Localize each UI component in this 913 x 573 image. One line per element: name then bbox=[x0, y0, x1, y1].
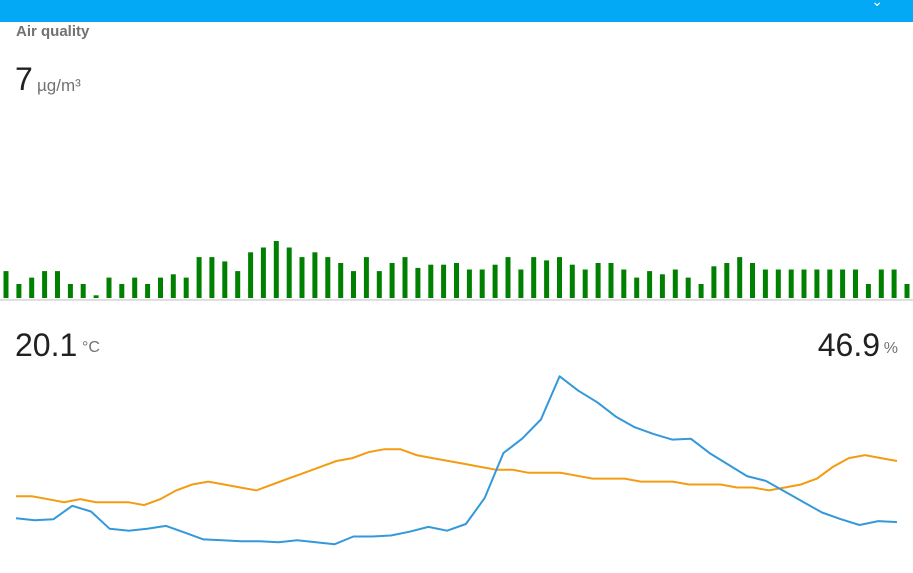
air-quality-bar bbox=[235, 271, 241, 298]
air-quality-bar bbox=[865, 284, 871, 298]
air-quality-bar bbox=[827, 269, 833, 298]
air-quality-bar bbox=[80, 284, 86, 298]
air-quality-bar bbox=[183, 277, 189, 298]
climate-card[interactable]: 20.1 °C 46.9 % bbox=[0, 300, 913, 573]
air-quality-bar bbox=[582, 269, 588, 298]
air-quality-bar bbox=[891, 269, 897, 298]
air-quality-bar bbox=[775, 269, 781, 298]
air-quality-bar bbox=[132, 277, 138, 298]
air-quality-bar bbox=[3, 271, 9, 298]
temperature-unit: °C bbox=[82, 339, 100, 356]
humidity-line bbox=[15, 375, 898, 546]
air-quality-bar bbox=[106, 277, 112, 298]
air-quality-bar bbox=[634, 277, 640, 298]
air-quality-bar bbox=[788, 269, 794, 298]
air-quality-unit: µg/m³ bbox=[37, 76, 81, 95]
air-quality-bar bbox=[119, 284, 125, 298]
air-quality-bar bbox=[158, 277, 163, 298]
air-quality-bar bbox=[569, 264, 575, 298]
air-quality-bar bbox=[145, 284, 151, 298]
air-quality-bar bbox=[55, 271, 60, 298]
air-quality-bar bbox=[351, 271, 356, 298]
air-quality-bar bbox=[312, 252, 318, 298]
chevron-down-icon[interactable]: ⌄ bbox=[871, 0, 883, 9]
air-quality-bar bbox=[325, 257, 331, 298]
air-quality-bar bbox=[762, 269, 768, 298]
air-quality-bar bbox=[415, 267, 421, 298]
air-quality-bar bbox=[338, 263, 344, 298]
temperature-value: 20.1 bbox=[15, 327, 78, 363]
air-quality-bar bbox=[608, 263, 614, 298]
air-quality-bar bbox=[840, 269, 846, 298]
air-quality-bar bbox=[93, 295, 99, 298]
air-quality-bar bbox=[698, 284, 704, 298]
air-quality-bar bbox=[904, 284, 910, 298]
air-quality-bar bbox=[672, 269, 678, 298]
air-quality-bar bbox=[389, 263, 395, 298]
climate-line-chart bbox=[15, 375, 898, 546]
air-quality-bar bbox=[814, 269, 820, 298]
air-quality-bar bbox=[466, 269, 472, 298]
air-quality-bar bbox=[531, 257, 537, 298]
air-quality-bar bbox=[286, 247, 292, 298]
air-quality-bar bbox=[42, 271, 48, 298]
air-quality-bar bbox=[248, 252, 254, 298]
air-quality-bar bbox=[595, 263, 601, 298]
air-quality-bar bbox=[659, 274, 665, 298]
air-quality-bar bbox=[492, 264, 498, 298]
air-quality-card[interactable]: Air quality 7 µg/m³ bbox=[0, 22, 913, 299]
air-quality-bar bbox=[801, 269, 807, 298]
air-quality-bar bbox=[260, 247, 266, 298]
air-quality-bar bbox=[724, 263, 730, 298]
air-quality-bar bbox=[878, 269, 884, 298]
air-quality-bar bbox=[853, 269, 858, 298]
air-quality-bar bbox=[273, 241, 279, 298]
air-quality-bar bbox=[647, 271, 653, 298]
top-app-bar: ⌄ bbox=[0, 0, 913, 22]
air-quality-bar bbox=[518, 269, 524, 298]
air-quality-value: 7 bbox=[15, 61, 33, 97]
air-quality-bar bbox=[170, 274, 176, 298]
air-quality-bar bbox=[363, 257, 369, 298]
air-quality-bar bbox=[29, 277, 35, 298]
air-quality-bar bbox=[299, 257, 305, 298]
air-quality-bar bbox=[402, 257, 408, 298]
air-quality-bar bbox=[441, 264, 447, 298]
air-quality-bar bbox=[428, 264, 434, 298]
air-quality-bar bbox=[222, 261, 228, 298]
air-quality-bar bbox=[750, 263, 755, 298]
air-quality-bar bbox=[621, 269, 627, 298]
air-quality-bar bbox=[479, 269, 485, 298]
humidity-value: 46.9 bbox=[817, 327, 880, 363]
temperature-line bbox=[16, 448, 898, 507]
air-quality-bar-chart bbox=[3, 241, 910, 298]
air-quality-bar bbox=[376, 271, 382, 298]
air-quality-bar bbox=[196, 257, 202, 298]
humidity-unit: % bbox=[883, 340, 898, 357]
air-quality-bar bbox=[544, 260, 550, 298]
air-quality-bar bbox=[209, 257, 215, 298]
air-quality-bar bbox=[505, 257, 511, 298]
air-quality-bar bbox=[737, 257, 743, 298]
air-quality-bar bbox=[557, 257, 562, 298]
air-quality-bar bbox=[711, 266, 717, 298]
air-quality-bar bbox=[454, 263, 459, 298]
air-quality-title: Air quality bbox=[16, 23, 90, 40]
air-quality-bar bbox=[67, 284, 73, 298]
air-quality-bar bbox=[685, 277, 691, 298]
air-quality-bar bbox=[16, 284, 22, 298]
